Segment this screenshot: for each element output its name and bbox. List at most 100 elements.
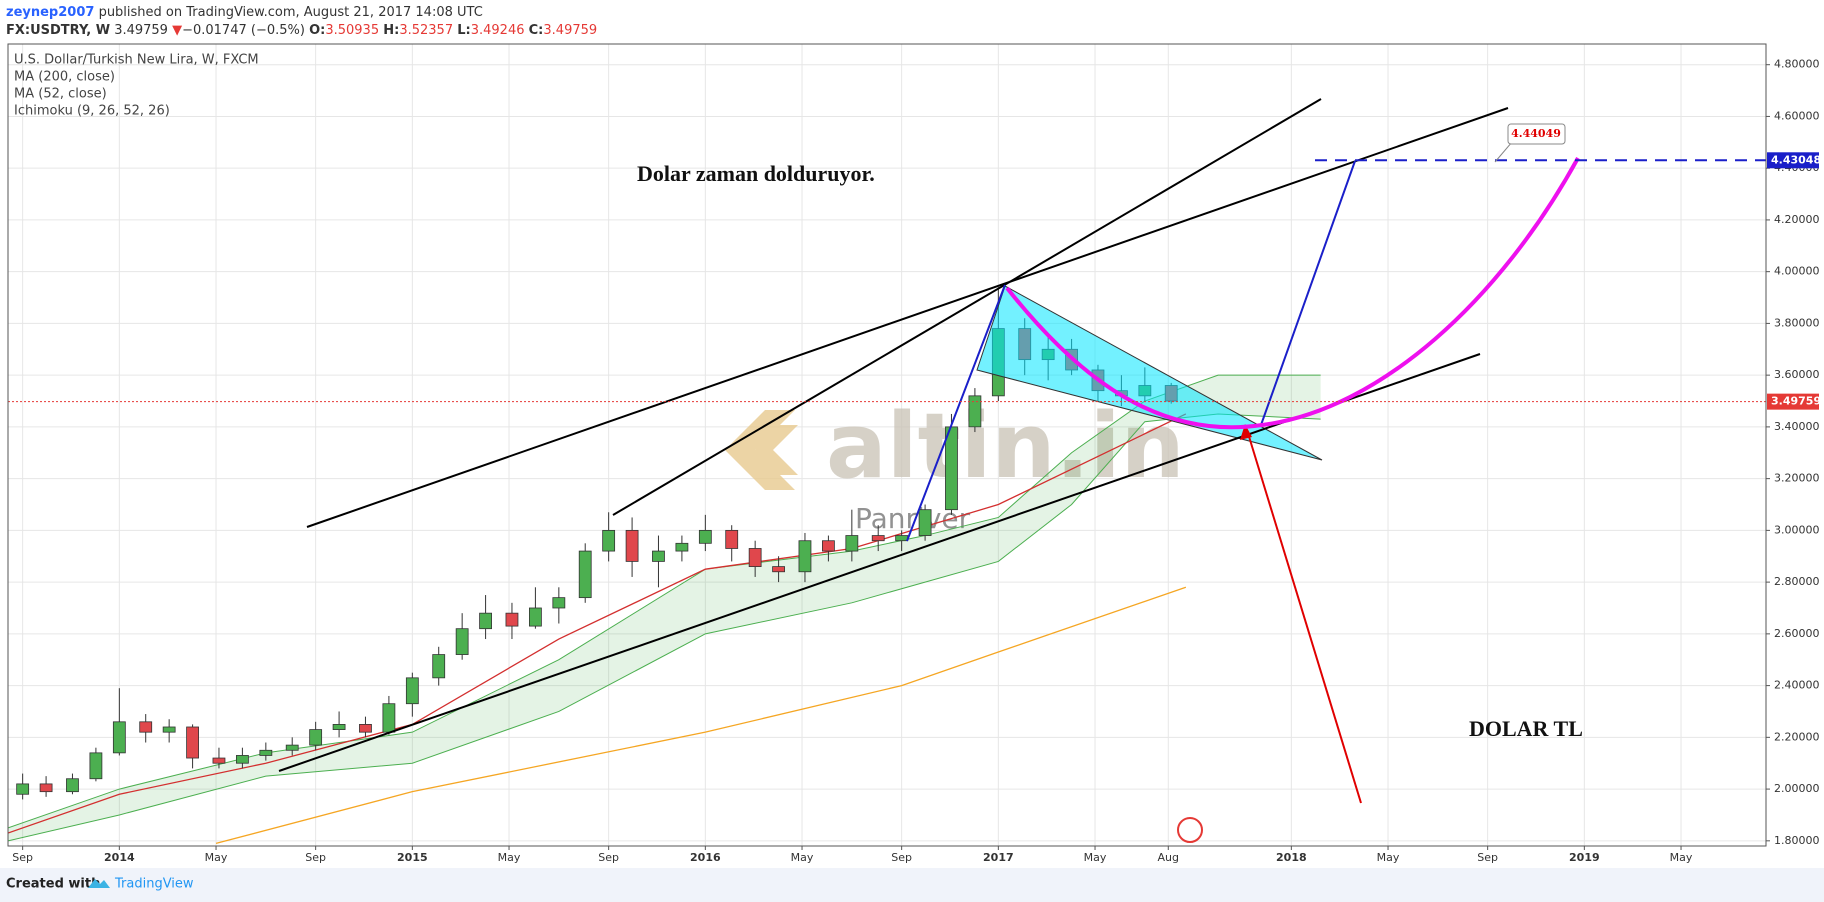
price-label: 4.43048 xyxy=(1771,153,1821,166)
candle-body xyxy=(479,612,492,630)
candle-body xyxy=(602,529,616,552)
price-label: 3.49759 xyxy=(1771,395,1821,408)
x-tick-label: 2018 xyxy=(1276,851,1307,864)
candle-body xyxy=(625,529,639,562)
x-tick-label: 2015 xyxy=(397,851,428,864)
candle-body xyxy=(529,607,542,627)
annotation-label: DOLAR TL xyxy=(1469,716,1583,741)
cloud-line xyxy=(8,413,1321,842)
price-label-box xyxy=(1767,152,1819,169)
candle-body xyxy=(212,757,226,764)
high-label: H: xyxy=(383,23,399,38)
y-tick-label: 2.60000 xyxy=(1774,627,1820,640)
x-tick-label: Aug xyxy=(1158,851,1179,864)
candle-body xyxy=(845,535,859,552)
candle-body xyxy=(675,542,689,552)
y-tick-label: 1.80000 xyxy=(1774,834,1820,847)
triangle xyxy=(976,285,1323,461)
candle-body xyxy=(725,529,739,549)
candle-body xyxy=(235,755,249,764)
x-tick-label: May xyxy=(205,851,228,864)
header-line2: FX:USDTRY, W 3.49759 ▼−0.01747 (−0.5%) O… xyxy=(6,23,597,38)
x-tick-label: May xyxy=(1377,851,1400,864)
projection-line xyxy=(906,284,1006,542)
x-tick-label: May xyxy=(1670,851,1693,864)
open-label: O: xyxy=(309,23,325,38)
candle-body xyxy=(285,744,299,751)
callout-box xyxy=(1507,123,1566,145)
price-label-box xyxy=(1767,393,1819,410)
ma-line xyxy=(215,586,1187,845)
low-label: L: xyxy=(457,23,470,38)
candle-body xyxy=(871,535,885,542)
x-tick-label: Sep xyxy=(891,851,912,864)
arrow-head xyxy=(1240,424,1252,440)
candle-body xyxy=(112,721,126,754)
y-tick-label: 3.00000 xyxy=(1774,523,1820,536)
y-tick-label: 3.20000 xyxy=(1774,472,1820,485)
open: 3.50935 xyxy=(325,23,379,38)
candle-body xyxy=(139,721,153,733)
event-icon xyxy=(1177,817,1203,843)
y-tick-label: 4.60000 xyxy=(1774,109,1820,122)
low: 3.49246 xyxy=(471,23,525,38)
candle-body xyxy=(89,752,103,780)
symbol: FX:USDTRY, W xyxy=(6,23,110,38)
close: 3.49759 xyxy=(543,23,597,38)
last: 3.49759 xyxy=(114,23,168,38)
legend-entry: MA (52, close) xyxy=(14,87,107,102)
legend-entry: Ichimoku (9, 26, 52, 26) xyxy=(14,104,170,119)
x-tick-label: Sep xyxy=(598,851,619,864)
curve xyxy=(1005,157,1580,430)
trend-line xyxy=(612,98,1322,516)
y-tick-label: 2.80000 xyxy=(1774,575,1820,588)
footer-brand[interactable]: TradingView xyxy=(114,877,194,892)
candle-body xyxy=(698,529,712,544)
y-tick-label: 4.80000 xyxy=(1774,58,1820,71)
headline: Dolar zaman dolduruyor. xyxy=(637,161,875,186)
candle-body xyxy=(382,703,396,733)
x-tick-label: 2017 xyxy=(983,851,1014,864)
candle-body xyxy=(822,540,835,552)
trend-line xyxy=(306,107,1509,528)
candle-body xyxy=(309,729,323,746)
candle-body xyxy=(162,726,176,733)
candle-body xyxy=(772,566,785,573)
candle-body xyxy=(578,550,592,599)
candle-body xyxy=(455,628,469,655)
x-tick-label: Sep xyxy=(1477,851,1498,864)
close-label: C: xyxy=(529,23,544,38)
x-tick-label: Sep xyxy=(12,851,33,864)
footer-logo xyxy=(88,879,110,888)
candle-body xyxy=(652,550,665,562)
candle-body xyxy=(259,749,273,756)
published: published on TradingView.com, August 21,… xyxy=(99,5,483,20)
candle-body xyxy=(405,677,419,705)
high: 3.52357 xyxy=(399,23,453,38)
y-tick-label: 2.20000 xyxy=(1774,730,1820,743)
footer-bar xyxy=(0,868,1824,902)
candle-body xyxy=(66,778,79,793)
candle-body xyxy=(895,535,909,542)
x-tick-label: Sep xyxy=(305,851,326,864)
candle-body xyxy=(748,548,762,567)
y-tick-label: 2.40000 xyxy=(1774,679,1820,692)
candle-body xyxy=(359,724,372,733)
legend-entry: MA (200, close) xyxy=(14,70,115,85)
header-line1: zeynep2007 published on TradingView.com,… xyxy=(6,5,483,20)
change: −0.01747 (−0.5%) xyxy=(182,23,305,38)
cloud-fill xyxy=(8,375,1321,841)
footer-created: Created with xyxy=(6,877,100,892)
candle-body xyxy=(918,509,932,536)
x-tick-label: 2019 xyxy=(1569,851,1600,864)
y-tick-label: 2.00000 xyxy=(1774,782,1820,795)
candle-body xyxy=(552,597,566,609)
arrow-line xyxy=(1246,429,1362,804)
ma-line xyxy=(8,413,1187,834)
y-tick-label: 4.00000 xyxy=(1774,265,1820,278)
watermark: altin.in xyxy=(826,394,1185,499)
candle-body xyxy=(432,654,446,679)
